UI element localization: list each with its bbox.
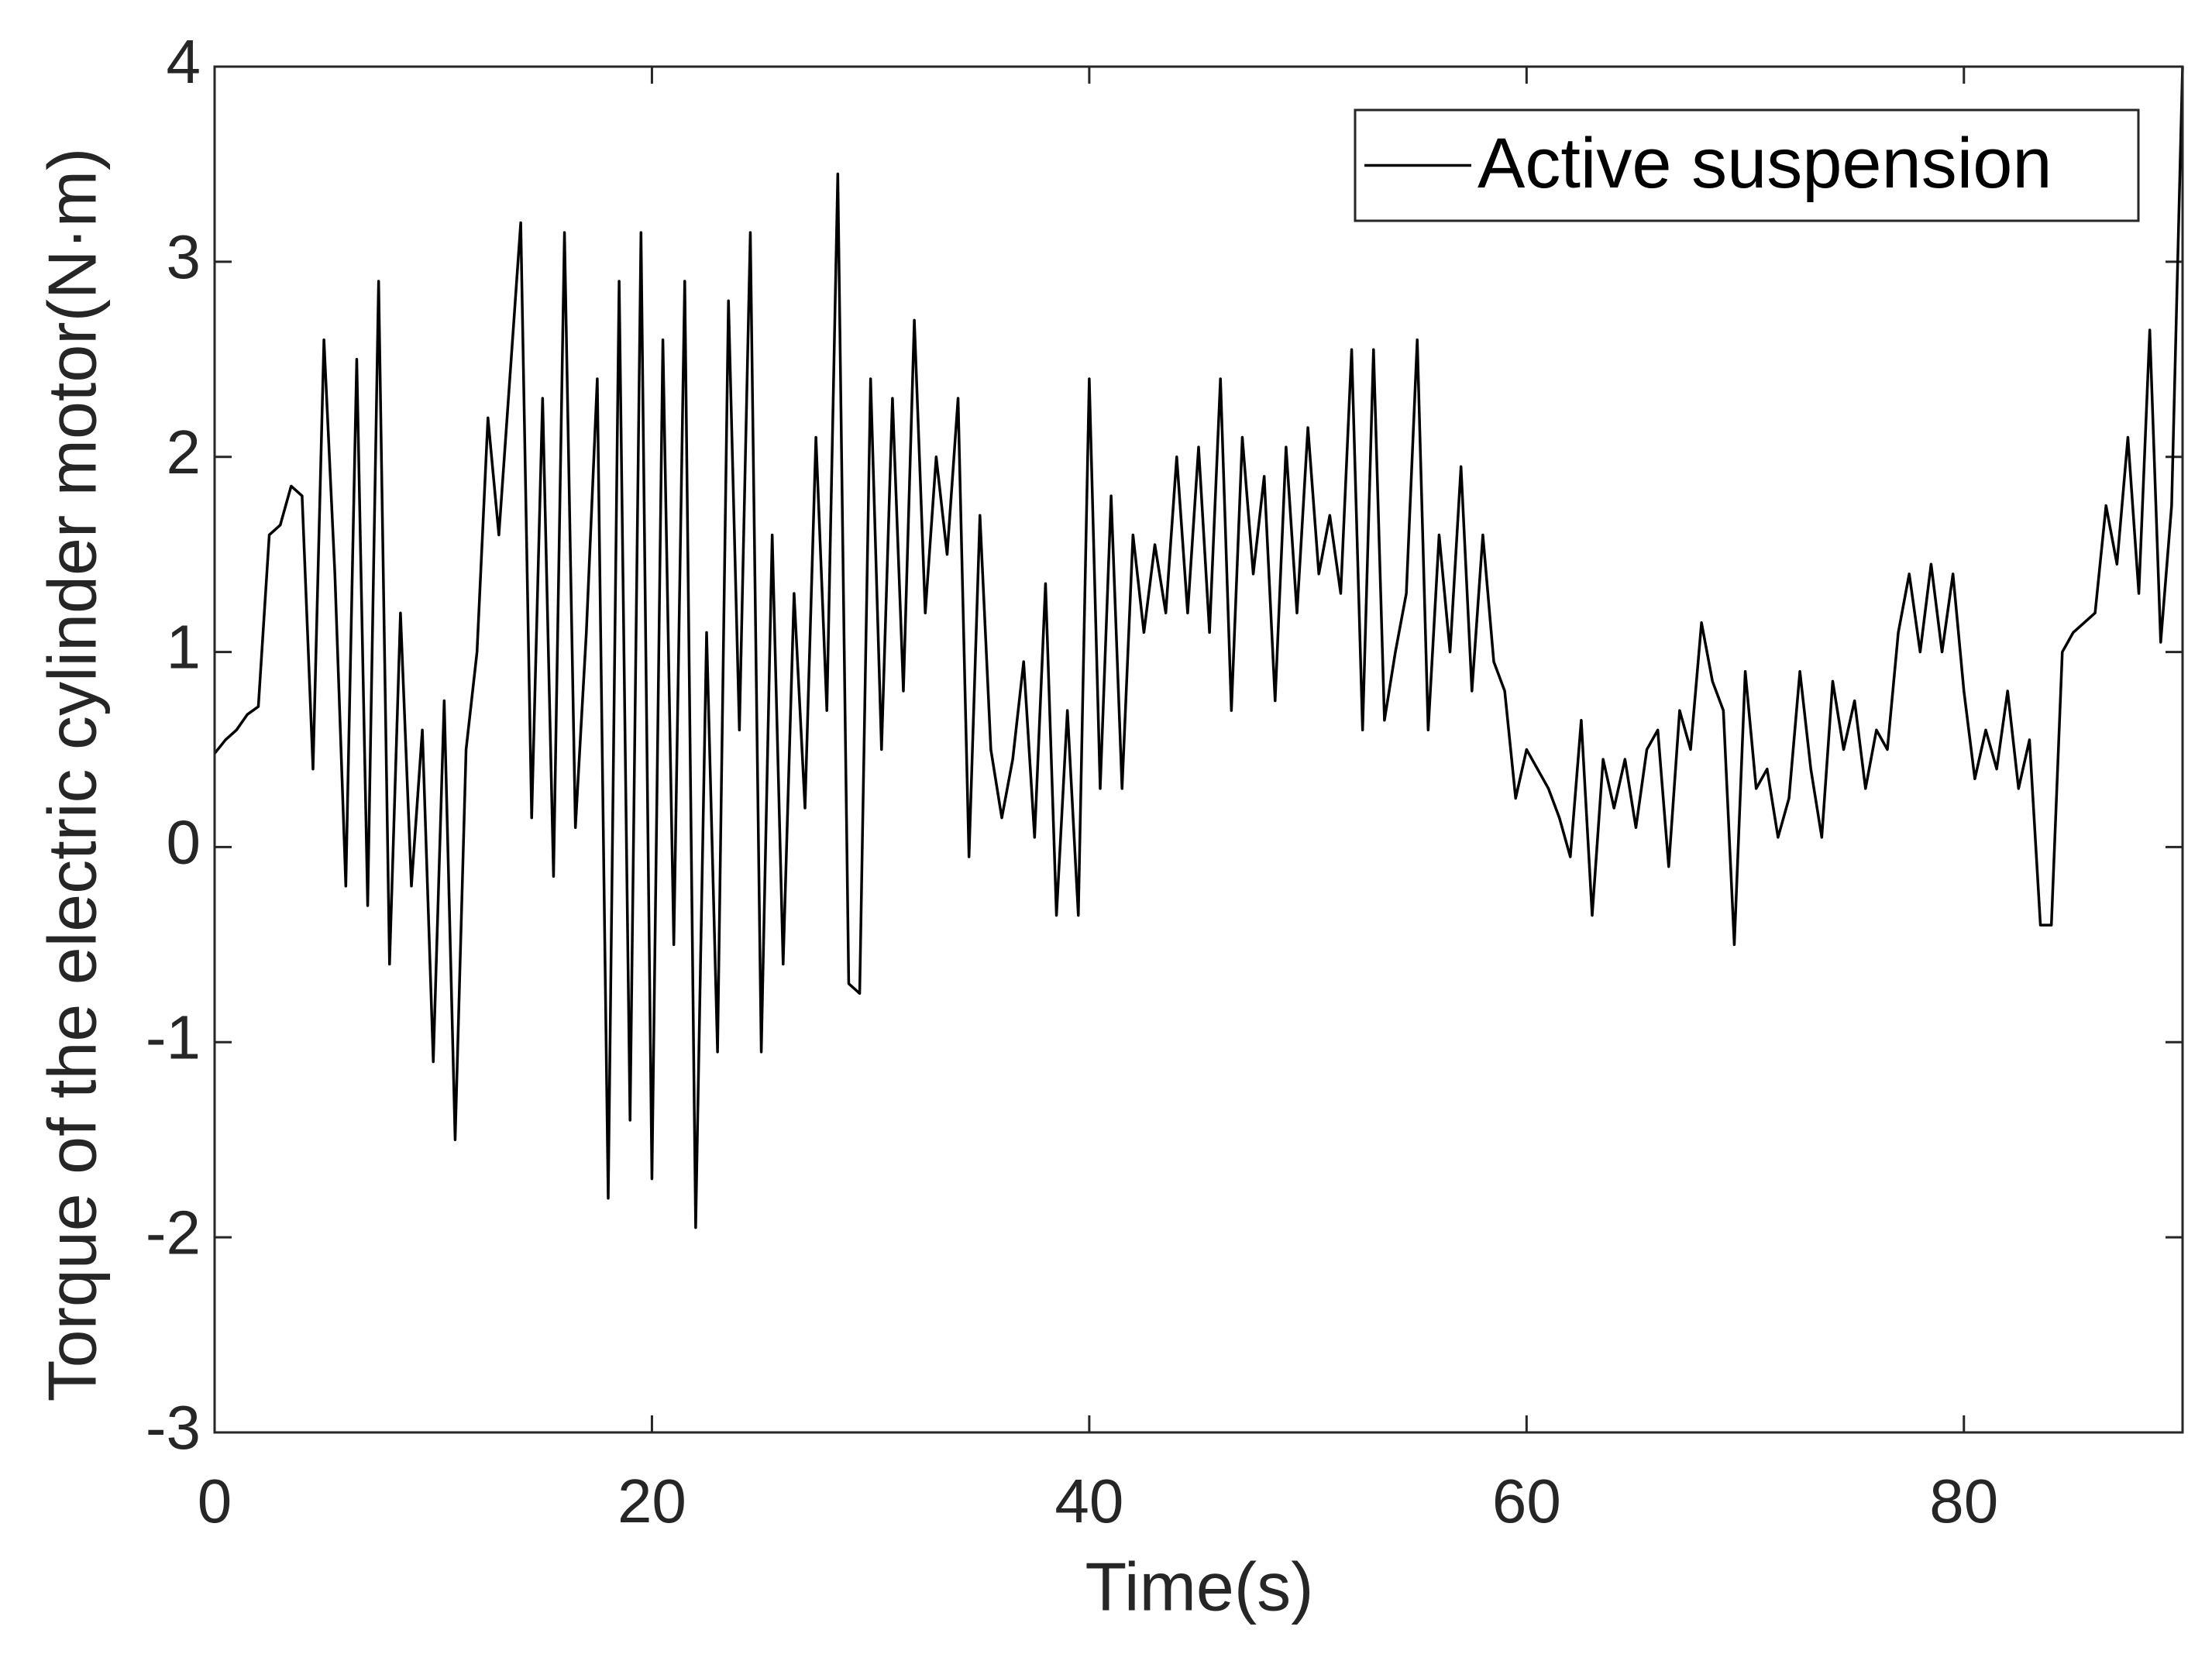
y-tick-label: -2 <box>146 1198 201 1267</box>
axes-box <box>213 65 2184 1434</box>
legend-box <box>1354 108 2140 222</box>
x-tick-label: 40 <box>1054 1467 1123 1535</box>
legend-label: Active suspension <box>1478 124 2052 203</box>
x-tick-label: 0 <box>198 1467 232 1535</box>
y-tick-label: 1 <box>167 613 201 682</box>
data-line <box>213 66 2184 1229</box>
y-tick-label: 3 <box>167 222 201 291</box>
y-tick-label: 0 <box>167 808 201 877</box>
y-axis-label: Torque of the electric cylinder motor(N·… <box>33 148 110 1402</box>
x-tick-label: 20 <box>618 1467 686 1535</box>
y-tick-label: 4 <box>167 27 201 96</box>
plot-area <box>215 67 2183 1432</box>
y-tick-label: 2 <box>167 418 201 487</box>
x-tick-label: 60 <box>1492 1467 1561 1535</box>
y-tick-label: -1 <box>146 1002 201 1071</box>
x-tick-label: 80 <box>1929 1467 1998 1535</box>
x-axis-label: Time(s) <box>1085 1548 1314 1625</box>
y-tick-label: -3 <box>146 1393 201 1462</box>
